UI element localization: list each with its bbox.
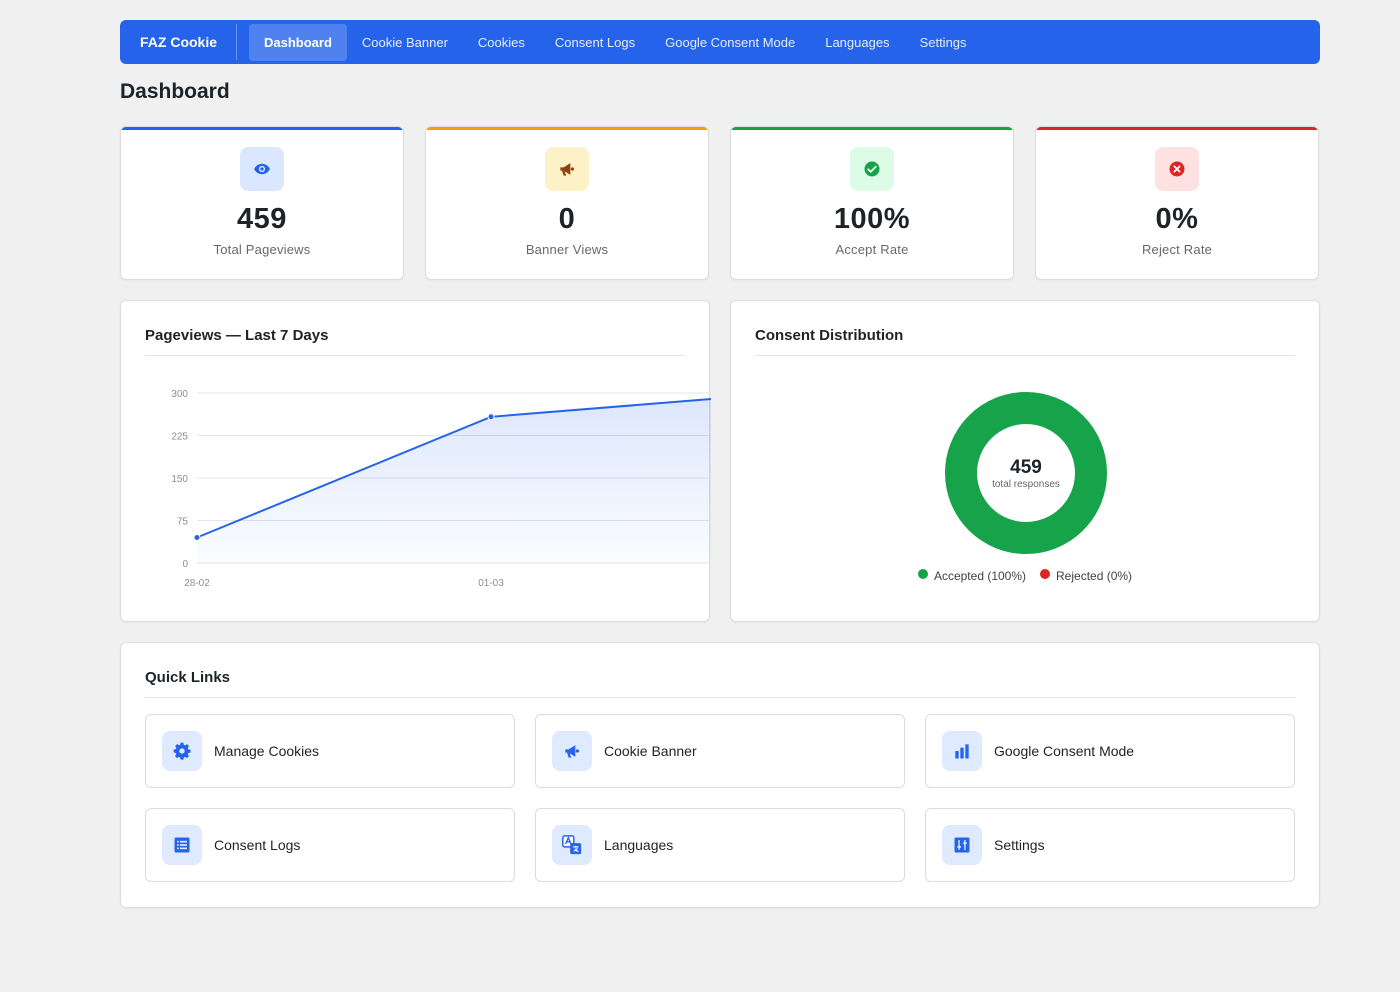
pageviews-card: Pageviews — Last 7 Days 0 75 150 225 300 28-0…	[120, 300, 711, 622]
list-icon	[162, 825, 202, 865]
y-tick-label: 75	[177, 517, 189, 528]
quick-link-label: Manage Cookies	[214, 743, 320, 759]
stat-card-banner-views: 0 Banner Views	[425, 126, 709, 280]
quick-link-settings[interactable]: Settings	[925, 808, 1295, 882]
divider	[145, 697, 1295, 698]
tab-settings[interactable]: Settings	[919, 34, 967, 50]
legend-item-rejected[interactable]: Rejected (0%)	[1040, 569, 1132, 583]
donut-center-value: 459	[1010, 457, 1042, 478]
stat-accent-bar	[121, 127, 403, 130]
tab-google-consent-mode[interactable]: Google Consent Mode	[665, 34, 796, 50]
translate-icon	[552, 825, 592, 865]
legend-label: Rejected (0%)	[1056, 569, 1133, 583]
data-point[interactable]	[487, 413, 495, 421]
bar-chart-icon	[942, 731, 982, 771]
quick-link-label: Languages	[604, 837, 674, 853]
stat-accent-bar	[731, 127, 1013, 130]
check-circle-icon	[850, 147, 894, 191]
quick-link-label: Settings	[994, 837, 1045, 853]
area-fill	[197, 398, 711, 563]
eye-icon	[240, 147, 284, 191]
stat-accent-bar	[426, 127, 708, 130]
brand-title[interactable]: FAZ Cookie	[120, 24, 238, 60]
stat-accent-bar	[1036, 127, 1318, 130]
legend-dot	[1040, 569, 1051, 579]
legend-label: Accepted (100%)	[933, 569, 1027, 583]
quick-links-title: Quick Links	[145, 669, 231, 686]
quick-link-label: Cookie Banner	[604, 743, 697, 759]
divider	[755, 355, 1295, 356]
megaphone-icon	[552, 731, 592, 771]
donut-slice-accepted[interactable]	[945, 392, 1107, 554]
y-tick-label: 0	[182, 559, 188, 570]
page-title: Dashboard	[120, 80, 230, 103]
stat-card-pageviews: 459 Total Pageviews	[120, 126, 404, 280]
quick-link-label: Google Consent Mode	[994, 743, 1135, 759]
stat-label: Total Pageviews	[213, 242, 311, 257]
gear-icon	[162, 731, 202, 771]
donut-center-label: total responses	[992, 479, 1060, 490]
stat-label: Reject Rate	[1141, 242, 1213, 257]
stat-value: 0%	[1155, 203, 1199, 235]
stat-value: 459	[237, 203, 287, 235]
quick-link-cookie-banner[interactable]: Cookie Banner	[535, 714, 905, 788]
data-point[interactable]	[193, 534, 201, 541]
stat-value: 100%	[833, 203, 911, 235]
legend-dot	[917, 569, 928, 579]
tab-cookie-banner[interactable]: Cookie Banner	[361, 34, 448, 50]
quick-link-manage-cookies[interactable]: Manage Cookies	[145, 714, 515, 788]
consent-card: Consent Distribution 459 total responses…	[730, 300, 1320, 622]
megaphone-icon	[545, 147, 589, 191]
quick-link-consent-logs[interactable]: Consent Logs	[145, 808, 515, 882]
consent-card-title: Consent Distribution	[755, 327, 904, 344]
x-circle-icon	[1155, 147, 1199, 191]
x-tick-label: 01-03	[478, 578, 504, 589]
divider	[145, 355, 685, 356]
stat-label: Accept Rate	[835, 242, 909, 257]
stat-card-accept-rate: 100% Accept Rate	[730, 126, 1014, 280]
x-tick-label: 28-02	[184, 578, 210, 589]
consent-donut-chart: 459 total responses	[945, 392, 1107, 554]
pageviews-card-title: Pageviews — Last 7 Days	[145, 327, 329, 344]
quick-links-card: Quick Links Manage Cookies Cookie Banner…	[120, 642, 1320, 908]
tab-consent-logs[interactable]: Consent Logs	[554, 34, 636, 50]
stat-value: 0	[558, 203, 576, 235]
stat-label: Banner Views	[525, 242, 609, 257]
top-nav: FAZ Cookie Dashboard Cookie Banner Cooki…	[120, 20, 1320, 64]
legend-item-accepted[interactable]: Accepted (100%)	[917, 569, 1027, 583]
stat-card-reject-rate: 0% Reject Rate	[1035, 126, 1319, 280]
nav-tabs: Dashboard Cookie Banner Cookies Consent …	[249, 23, 982, 61]
chart-legend: Accepted (100%) Rejected (0%)	[731, 569, 1319, 583]
quick-link-languages[interactable]: Languages	[535, 808, 905, 882]
quick-link-google-consent-mode[interactable]: Google Consent Mode	[925, 714, 1295, 788]
tab-cookies[interactable]: Cookies	[477, 34, 525, 50]
y-tick-label: 225	[171, 432, 188, 443]
quick-link-label: Consent Logs	[214, 837, 301, 853]
y-tick-label: 150	[171, 474, 188, 485]
sliders-icon	[942, 825, 982, 865]
tab-languages[interactable]: Languages	[825, 34, 890, 50]
y-tick-label: 300	[171, 389, 188, 400]
tab-dashboard[interactable]: Dashboard	[249, 23, 347, 61]
